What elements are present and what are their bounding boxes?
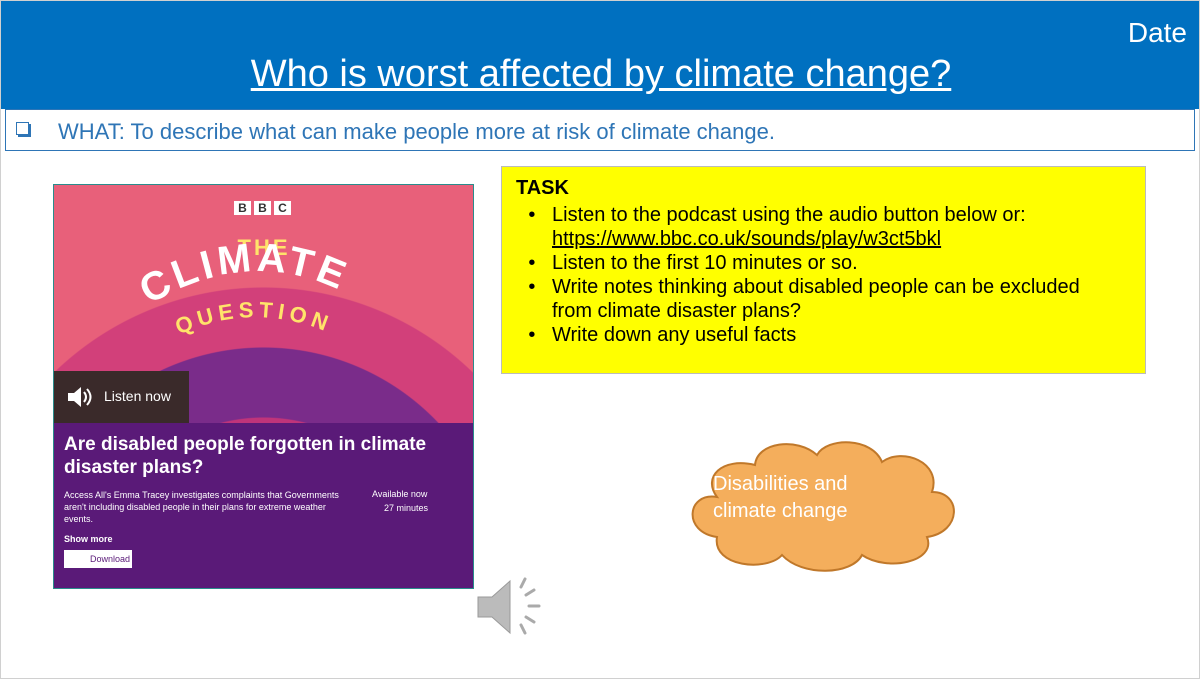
show-question: QUESTION [171,297,336,339]
objective-text: WHAT: To describe what can make people m… [58,119,775,144]
task-item: Listen to the podcast using the audio bu… [552,203,1092,251]
bbc-logo: B B C [234,201,291,215]
objective-box: WHAT: To describe what can make people m… [5,109,1195,151]
date-label: Date [1127,17,1187,48]
listen-button[interactable]: Listen now [54,371,189,423]
task-box: TASK Listen to the podcast using the aud… [501,166,1146,374]
task-item: Write notes thinking about disabled peop… [552,275,1092,323]
availability: Available now [372,489,428,499]
show-question-path: QUESTION [171,297,331,339]
show-more[interactable]: Show more [64,534,113,544]
download-button[interactable]: Download [64,550,132,568]
logo-letter: B [234,201,251,215]
podcast-link[interactable]: https://www.bbc.co.uk/sounds/play/w3ct5b… [552,228,942,250]
cloud-shape [691,441,955,572]
checkbox-bullet [16,122,29,135]
headline: Are disabled people forgotten in climate… [64,434,427,478]
listen-label: Listen now [104,388,171,404]
podcast-card[interactable]: B B C THE CLIMATE QUESTION Listen now Ar… [53,184,474,589]
task-list: Listen to the podcast using the audio bu… [502,203,1092,347]
show-logo: THE CLIMATE QUESTION [132,235,351,339]
task-text: Listen to the first 10 minutes or so. [552,252,858,274]
description: Access All's Emma Tracey investigates co… [64,490,339,524]
show-the: THE [238,235,291,260]
task-text: Listen to the podcast using the audio bu… [552,204,1026,226]
task-heading: TASK [516,177,569,199]
logo-letter: C [274,201,291,215]
speaker-icon [68,387,92,407]
task-text: Write down any useful facts [552,324,797,346]
cloud-label: Disabilities and climate change [713,473,848,522]
audio-button[interactable] [473,573,553,643]
card-info: Are disabled people forgotten in climate… [54,423,473,588]
task-item: Listen to the first 10 minutes or so. [552,251,1092,275]
logo-letter: B [254,201,271,215]
slide-title: Who is worst affected by climate change? [250,53,952,95]
duration: 27 minutes [384,503,429,513]
task-text: Write notes thinking about disabled peop… [552,276,1080,322]
header-bar: Who is worst affected by climate change?… [1,1,1199,109]
task-item: Write down any useful facts [552,323,1092,347]
